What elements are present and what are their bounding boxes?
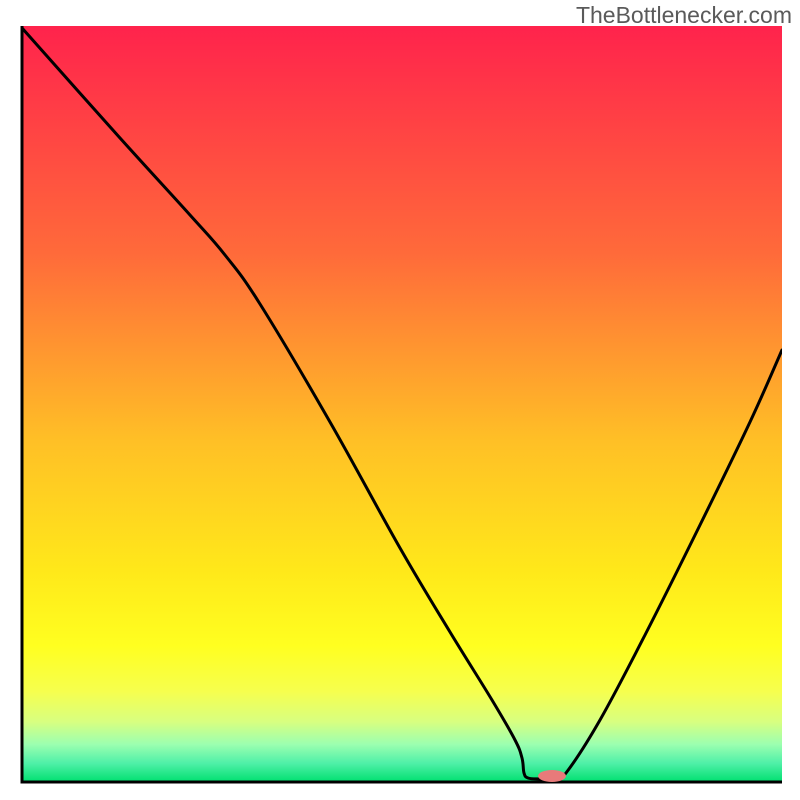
gradient-background — [22, 26, 782, 782]
watermark-text: TheBottlenecker.com — [576, 2, 792, 29]
bottleneck-chart: TheBottlenecker.com — [0, 0, 800, 800]
chart-svg — [0, 0, 800, 800]
optimal-point-marker — [538, 770, 566, 782]
